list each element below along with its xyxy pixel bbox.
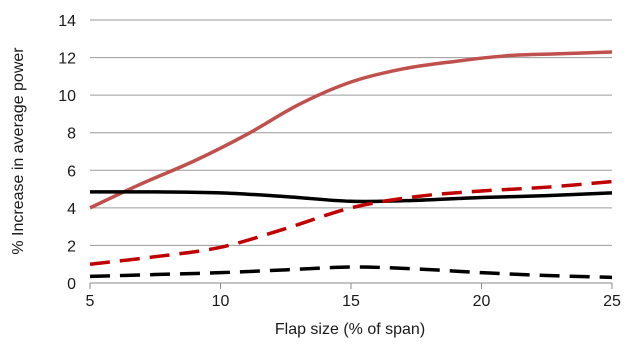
series-lines (89, 50, 613, 280)
x-axis-title: Flap size (% of span) (275, 321, 425, 338)
x-tick-label: 5 (86, 293, 95, 310)
series-line-3 (89, 179, 613, 266)
y-tick-label: 4 (67, 201, 76, 218)
y-tick-label: 12 (58, 51, 76, 68)
y-tick-label: 8 (67, 126, 76, 143)
y-tick-labels: 0 2 4 6 8 10 12 14 (58, 13, 76, 293)
series-line-2 (89, 190, 613, 204)
x-tick-label: 15 (342, 293, 360, 310)
axes (89, 282, 613, 289)
y-tick-label: 2 (67, 238, 76, 255)
y-tick-label: 6 (67, 163, 76, 180)
y-tick-label: 10 (58, 88, 76, 105)
y-tick-label: 14 (58, 13, 76, 30)
series-line-1 (89, 50, 613, 210)
x-tick-labels: 5 10 15 20 25 (86, 293, 621, 310)
x-tick-label: 10 (212, 293, 230, 310)
y-tick-label: 0 (67, 276, 76, 293)
x-tick-label: 25 (603, 293, 621, 310)
series-line-4 (89, 265, 613, 280)
y-axis-title: % Increase in average power (10, 47, 27, 255)
x-tick-label: 20 (473, 293, 491, 310)
